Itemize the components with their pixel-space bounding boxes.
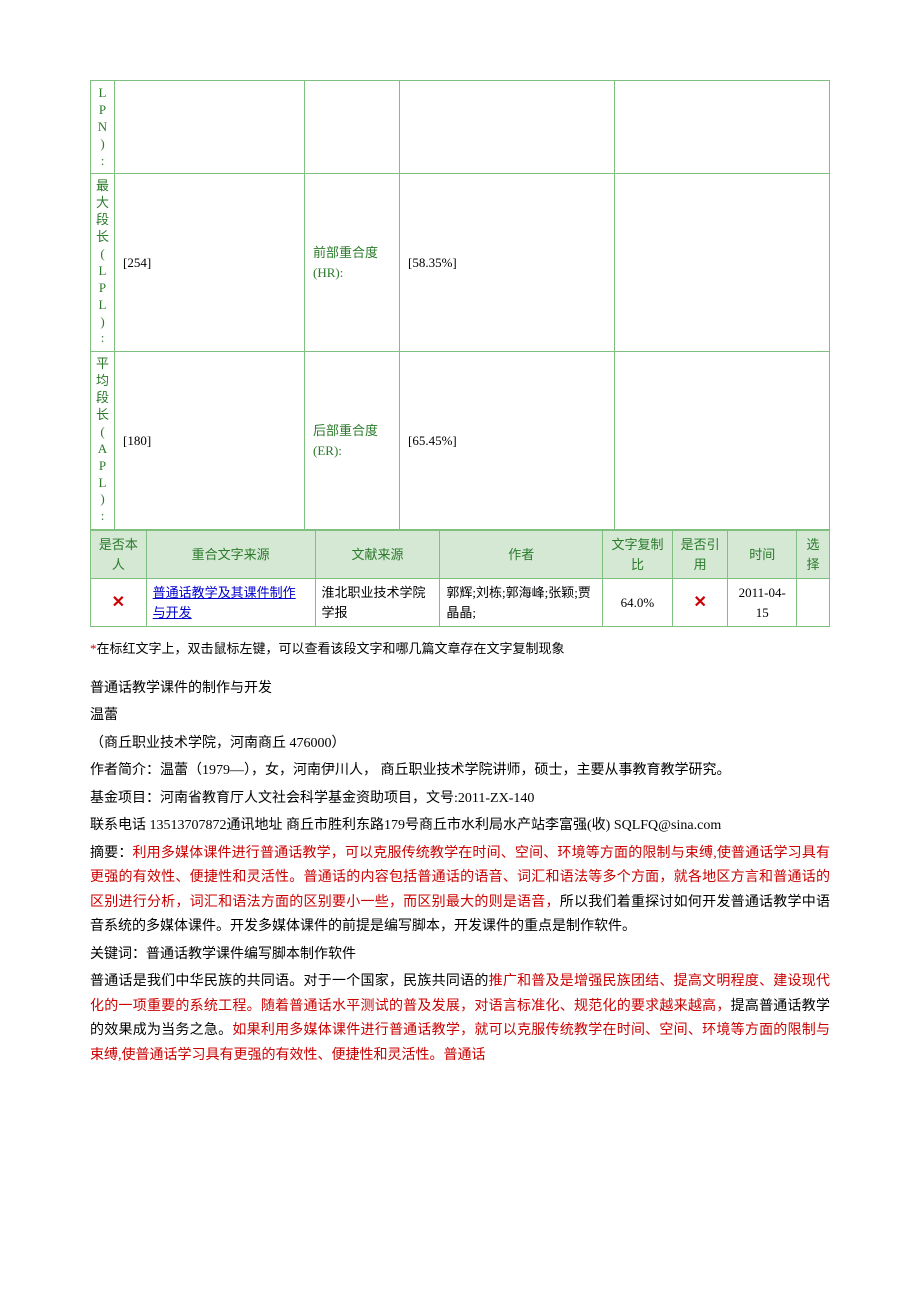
x-icon: ✕ [112, 594, 125, 611]
th-copy-ratio: 文字复制比 [603, 531, 673, 579]
doc-author: 温蕾 [90, 704, 830, 729]
td-doc-source: 淮北职业技术学院学报 [315, 579, 440, 627]
stat-empty-2 [615, 352, 830, 530]
stat-value-2: [180] [115, 352, 305, 530]
doc-fund: 基金项目：河南省教育厅人文社会科学基金资助项目，文号:2011-ZX-140 [90, 787, 830, 812]
doc-author-intro: 作者简介：温蕾（1979—），女，河南伊川人， 商丘职业技术学院讲师，硕士，主要… [90, 759, 830, 784]
note-body: 在标红文字上，双击鼠标左键，可以查看该段文字和哪几篇文章存在文字复制现象 [97, 641, 565, 656]
stat-value-1: [254] [115, 174, 305, 352]
stat-value2-2: [65.45%] [400, 352, 615, 530]
doc-title: 普通话教学课件的制作与开发 [90, 677, 830, 702]
stat-label2-2: 后部重合度(ER): [305, 352, 400, 530]
source-header-row: 是否本人 重合文字来源 文献来源 作者 文字复制比 是否引用 时间 选择 [91, 531, 830, 579]
source-title-link[interactable]: 普通话教学及其课件制作与开发 [153, 585, 296, 620]
x-icon: ✕ [693, 594, 706, 611]
td-source-title: 普通话教学及其课件制作与开发 [146, 579, 315, 627]
stat-row-2: 平均段长(APL): [180] 后部重合度(ER): [65.45%] [91, 352, 830, 530]
stat-label2-1: 前部重合度(HR): [305, 174, 400, 352]
td-copy-ratio: 64.0% [603, 579, 673, 627]
stats-table: LPN): 最大段长(LPL): [254] 前部重合度(HR): [58.35… [90, 80, 830, 530]
stat-empty-1 [615, 174, 830, 352]
td-select[interactable] [796, 579, 829, 627]
doc-contact: 联系电话 13513707872通讯地址 商丘市胜利东路179号商丘市水利局水产… [90, 814, 830, 839]
keywords-label: 关键词： [90, 947, 146, 962]
note-text: *在标红文字上，双击鼠标左键，可以查看该段文字和哪几篇文章存在文字复制现象 [90, 639, 830, 659]
th-is-self: 是否本人 [91, 531, 147, 579]
td-is-self: ✕ [91, 579, 147, 627]
doc-keywords: 关键词：普通话教学课件编写脚本制作软件 [90, 943, 830, 968]
th-authors: 作者 [440, 531, 603, 579]
source-table: 是否本人 重合文字来源 文献来源 作者 文字复制比 是否引用 时间 选择 ✕ 普… [90, 530, 830, 627]
stat-row-0: LPN): [91, 81, 830, 174]
document-content: 普通话教学课件的制作与开发 温蕾 （商丘职业技术学院，河南商丘 476000） … [90, 677, 830, 1069]
stat-label-2: 平均段长(APL): [91, 352, 115, 530]
doc-body: 普通话是我们中华民族的共同语。对于一个国家，民族共同语的推广和普及是增强民族团结… [90, 970, 830, 1068]
th-select: 选择 [796, 531, 829, 579]
td-authors: 郭辉;刘栋;郭海峰;张颖;贾晶晶; [440, 579, 603, 627]
source-row-0: ✕ 普通话教学及其课件制作与开发 淮北职业技术学院学报 郭辉;刘栋;郭海峰;张颖… [91, 579, 830, 627]
stat-value2-0 [400, 81, 615, 174]
doc-affiliation: （商丘职业技术学院，河南商丘 476000） [90, 732, 830, 757]
th-doc-source: 文献来源 [315, 531, 440, 579]
stat-label-1: 最大段长(LPL): [91, 174, 115, 352]
stat-label-0: LPN): [91, 81, 115, 174]
keywords-text: 普通话教学课件编写脚本制作软件 [146, 947, 356, 962]
th-source-title: 重合文字来源 [146, 531, 315, 579]
stat-value-0 [115, 81, 305, 174]
th-time: 时间 [728, 531, 796, 579]
stat-label2-0 [305, 81, 400, 174]
td-time: 2011-04-15 [728, 579, 796, 627]
stat-value2-1: [58.35%] [400, 174, 615, 352]
stat-empty-0 [615, 81, 830, 174]
doc-abstract: 摘要：利用多媒体课件进行普通话教学，可以克服传统教学在时间、空间、环境等方面的限… [90, 842, 830, 940]
stat-row-1: 最大段长(LPL): [254] 前部重合度(HR): [58.35%] [91, 174, 830, 352]
td-is-cited: ✕ [672, 579, 728, 627]
th-is-cited: 是否引用 [672, 531, 728, 579]
